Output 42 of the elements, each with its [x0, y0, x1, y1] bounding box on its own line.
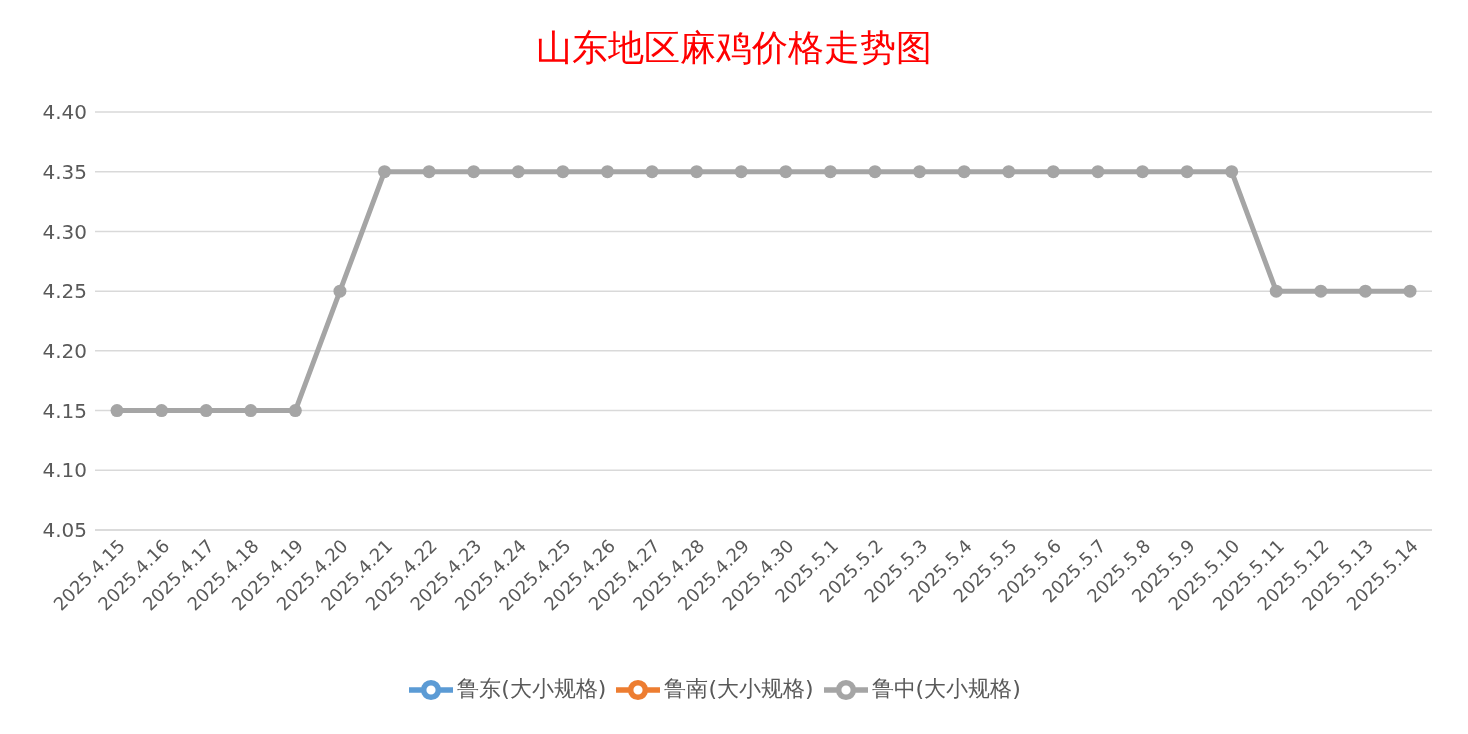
- point: [957, 165, 971, 179]
- legend-label: 鲁南(大小规格): [664, 676, 814, 701]
- point: [690, 165, 704, 179]
- y-tick-label: 4.20: [42, 338, 87, 363]
- y-tick-label: 4.10: [42, 458, 87, 483]
- point: [1403, 284, 1417, 298]
- point: [1046, 165, 1060, 179]
- y-tick-label: 4.25: [42, 279, 87, 304]
- y-tick-label: 4.35: [42, 159, 87, 184]
- point: [288, 404, 302, 418]
- point: [779, 165, 793, 179]
- point: [600, 165, 614, 179]
- point: [734, 165, 748, 179]
- point: [467, 165, 481, 179]
- point: [1180, 165, 1194, 179]
- point: [244, 404, 258, 418]
- legend-label: 鲁中(大小规格): [871, 676, 1021, 701]
- point: [1135, 165, 1149, 179]
- point: [378, 165, 392, 179]
- y-tick-label: 4.15: [42, 398, 87, 423]
- point: [333, 284, 347, 298]
- point: [199, 404, 213, 418]
- point: [422, 165, 436, 179]
- point: [155, 404, 169, 418]
- point: [1225, 165, 1239, 179]
- point: [556, 165, 570, 179]
- point: [1314, 284, 1328, 298]
- point: [913, 165, 927, 179]
- y-tick-label: 4.30: [42, 219, 87, 244]
- point: [110, 404, 124, 418]
- point: [823, 165, 837, 179]
- y-tick-label: 4.40: [42, 100, 87, 125]
- y-tick-label: 4.05: [42, 518, 87, 543]
- legend-label: 鲁东(大小规格): [457, 676, 607, 701]
- point: [1358, 284, 1372, 298]
- point: [868, 165, 882, 179]
- point: [1002, 165, 1016, 179]
- point: [645, 165, 659, 179]
- point: [1091, 165, 1105, 179]
- point: [511, 165, 525, 179]
- chart-title: 山东地区麻鸡价格走势图: [535, 25, 933, 70]
- point: [1269, 284, 1283, 298]
